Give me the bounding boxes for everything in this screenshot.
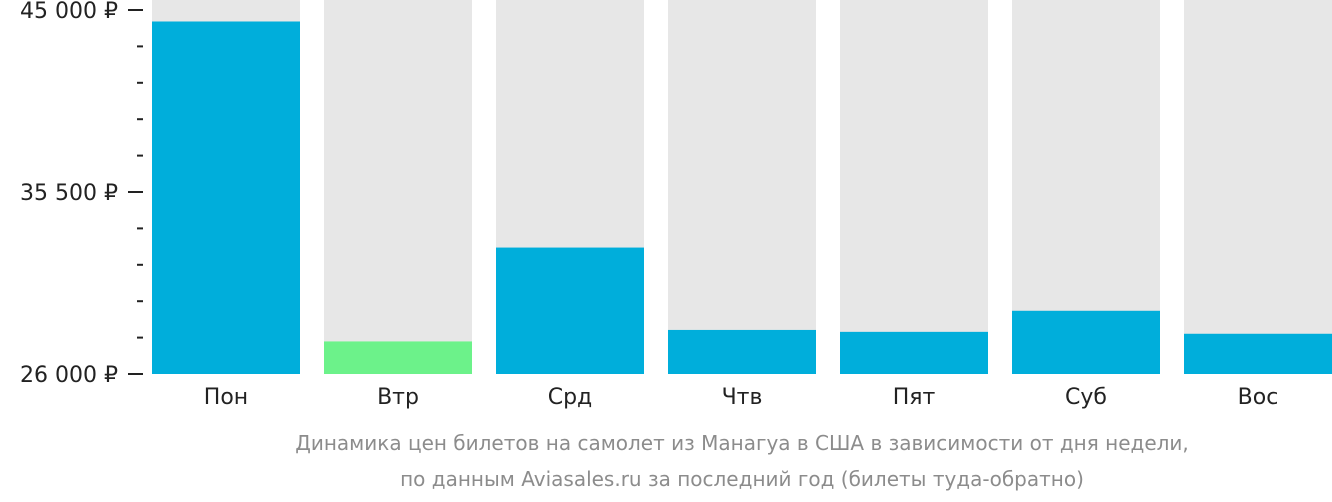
bar-tracks [152,0,1332,374]
y-tick-label: 26 000 ₽ [20,363,118,388]
y-tick-label: 35 500 ₽ [20,181,118,206]
price-by-weekday-chart: 26 000 ₽ 35 500 ₽ 45 000 ₽ Пон Втр Срд Чтв Пят… [20,0,1332,410]
bar [496,247,644,374]
x-tick-label: Чтв [722,385,763,410]
x-tick-label: Вос [1238,385,1279,410]
x-axis-labels: Пон Втр Срд Чтв Пят Суб Вос [204,385,1279,410]
bar [1012,310,1160,374]
caption-line-2: по данным Aviasales.ru за последний год … [400,467,1084,491]
x-tick-label: Втр [377,385,419,410]
bar [668,329,816,374]
x-tick-label: Пят [893,385,936,410]
y-axis: 26 000 ₽ 35 500 ₽ 45 000 ₽ [20,0,143,388]
bar [1184,333,1332,374]
bar-track [324,0,472,374]
y-tick-label: 45 000 ₽ [20,0,118,24]
x-tick-label: Пон [204,385,248,410]
bar-track [668,0,816,374]
bar-track [1184,0,1332,374]
caption-line-1: Динамика цен билетов на самолет из Манаг… [295,431,1189,455]
x-tick-label: Срд [548,385,593,410]
bar [152,21,300,374]
x-tick-label: Суб [1065,385,1107,410]
bar [324,341,472,374]
bar [840,331,988,374]
bars [152,21,1332,374]
bar-track [840,0,988,374]
